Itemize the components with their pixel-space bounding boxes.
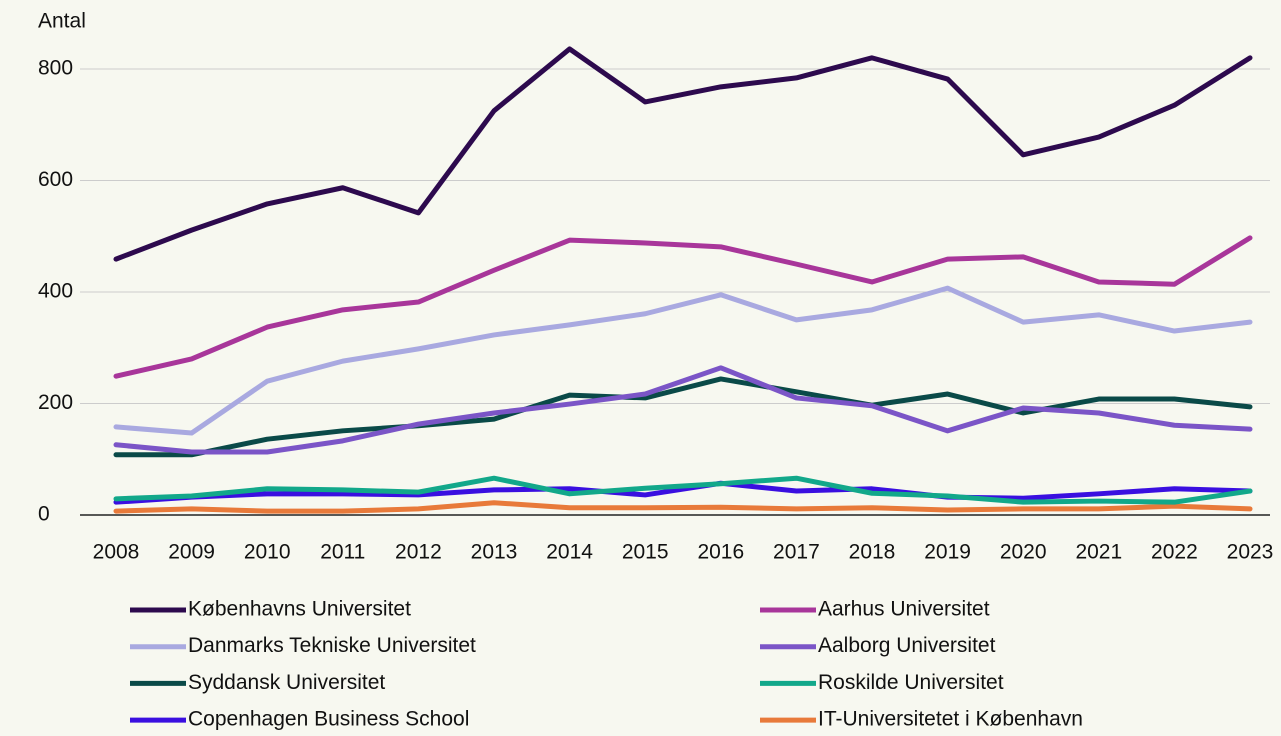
line bbox=[113, 480, 1253, 505]
legend-label: Aarhus Universitet bbox=[818, 598, 990, 621]
y-tick-label: 400 bbox=[38, 280, 73, 303]
x-tick-label: 2016 bbox=[697, 541, 744, 564]
x-tick-label: 2022 bbox=[1151, 541, 1198, 564]
legend-label: Roskilde Universitet bbox=[818, 671, 1004, 694]
x-tick-label: 2012 bbox=[395, 541, 442, 564]
x-tick-label: 2010 bbox=[244, 541, 291, 564]
legend-label: IT-Universitetet i København bbox=[818, 708, 1083, 731]
legend-label: Syddansk Universitet bbox=[188, 671, 385, 694]
x-tick-label: 2020 bbox=[1000, 541, 1047, 564]
x-tick-label: 2021 bbox=[1075, 541, 1122, 564]
legend-label: Copenhagen Business School bbox=[188, 708, 469, 731]
y-tick-label: 800 bbox=[38, 57, 73, 80]
line bbox=[113, 376, 1253, 458]
x-tick-label: 2009 bbox=[168, 541, 215, 564]
line bbox=[113, 235, 1253, 379]
line bbox=[113, 285, 1253, 436]
line bbox=[113, 500, 1253, 514]
y-axis-label: Antal bbox=[38, 10, 86, 33]
legend-label: Aalborg Universitet bbox=[818, 634, 996, 657]
x-tick-label: 2017 bbox=[773, 541, 820, 564]
x-tick-label: 2015 bbox=[622, 541, 669, 564]
legend-label: Københavns Universitet bbox=[188, 598, 411, 621]
line bbox=[113, 46, 1253, 262]
x-tick-label: 2018 bbox=[849, 541, 896, 564]
x-tick-label: 2014 bbox=[546, 541, 593, 564]
x-tick-label: 2011 bbox=[320, 541, 365, 564]
x-tick-label: 2019 bbox=[924, 541, 971, 564]
x-tick-label: 2023 bbox=[1227, 541, 1274, 564]
x-tick-label: 2008 bbox=[93, 541, 140, 564]
y-tick-label: 200 bbox=[38, 391, 73, 414]
legend-label: Danmarks Tekniske Universitet bbox=[188, 634, 476, 657]
line bbox=[113, 475, 1253, 505]
line bbox=[113, 365, 1253, 455]
y-tick-label: 600 bbox=[38, 168, 73, 191]
y-tick-label: 0 bbox=[38, 503, 50, 526]
x-tick-label: 2013 bbox=[471, 541, 518, 564]
